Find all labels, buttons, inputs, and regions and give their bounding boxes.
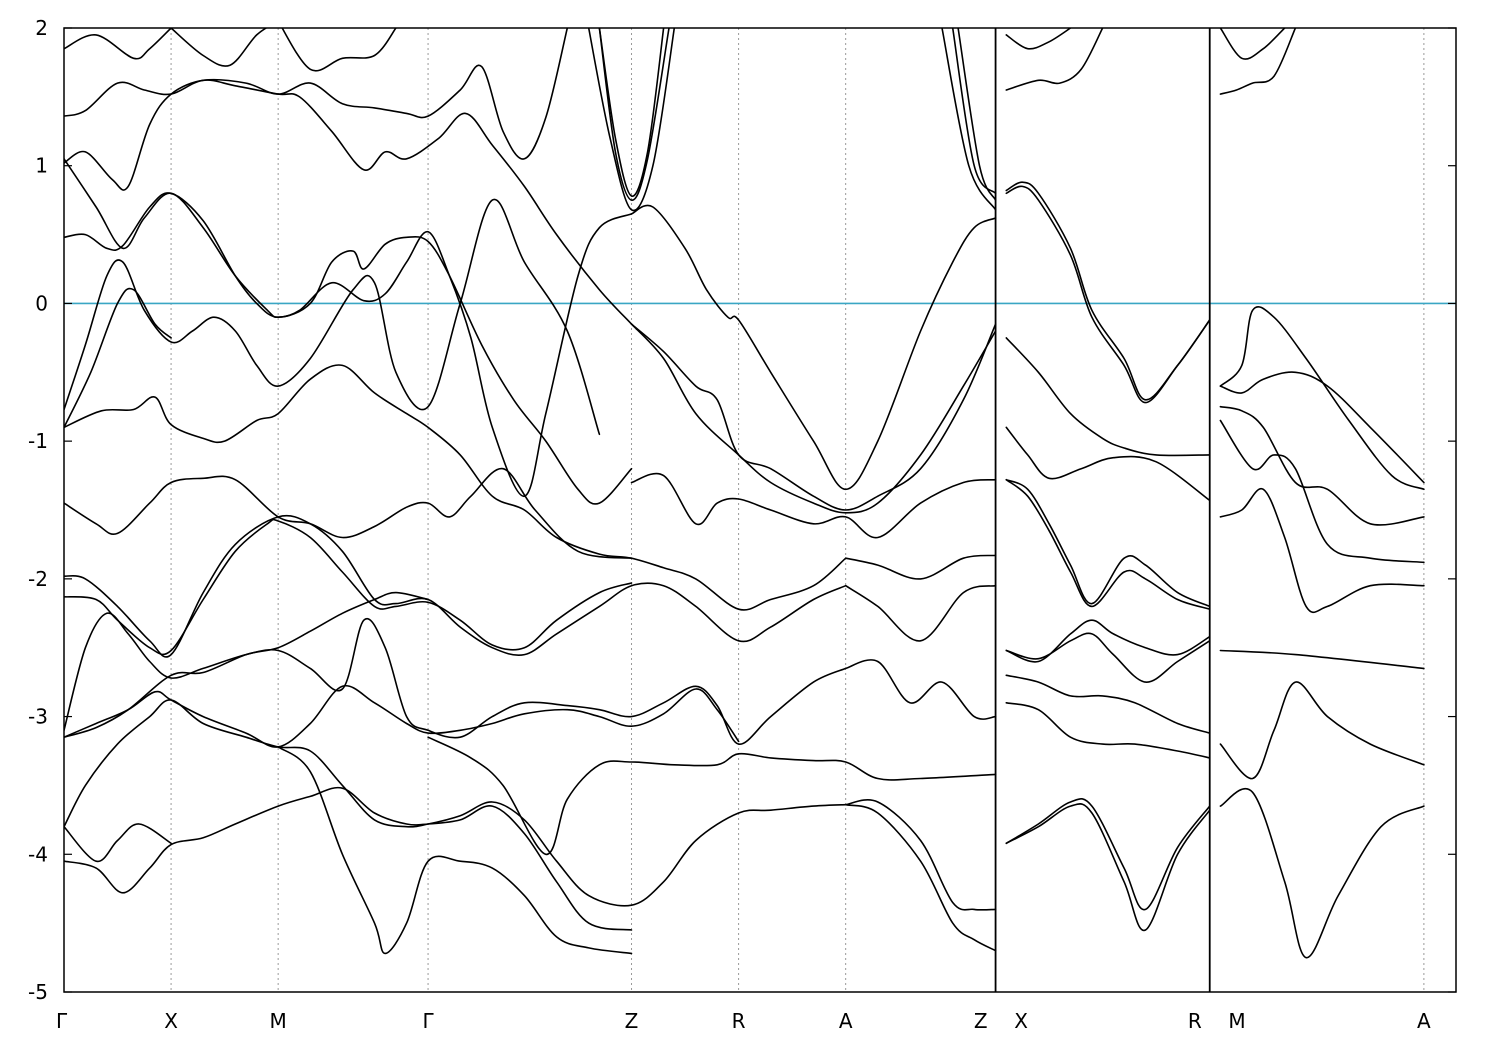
band-line [1005, 702, 1211, 759]
band-line [844, 659, 997, 720]
band-line [1005, 426, 1211, 502]
band-line [630, 472, 997, 539]
x-tick-label: M [1228, 1009, 1245, 1033]
band-line [1219, 419, 1425, 564]
band-line [277, 746, 633, 955]
band-line [64, 198, 601, 436]
band-line [630, 204, 997, 491]
y-tick-label: -4 [28, 842, 48, 866]
y-tick-label: -5 [28, 980, 48, 1004]
band-line [1005, 478, 1211, 610]
band-line [1005, 28, 1072, 50]
band-line [1219, 649, 1425, 670]
y-axis: 2 1 0 -1 -2 -3 -4 -5 [28, 16, 1456, 1004]
band-line [1005, 181, 1211, 401]
band-line [1219, 371, 1425, 484]
frame-layer [63, 27, 1457, 993]
y-tick-label: -1 [28, 429, 48, 453]
band-line [64, 684, 740, 748]
band-line [64, 192, 633, 505]
band-line [64, 591, 429, 738]
band-line [64, 467, 633, 559]
band-line [1219, 28, 1297, 95]
band-line [281, 28, 397, 72]
band-line [64, 786, 633, 931]
band-line [1005, 674, 1211, 734]
band-line [1005, 803, 1211, 932]
y-tick-label: 1 [35, 154, 48, 178]
band-line [64, 612, 847, 745]
band-line [427, 736, 997, 856]
band-line [1005, 337, 1211, 457]
band-line [844, 799, 997, 911]
bands-layer [64, 28, 1425, 959]
x-tick-label: X [1014, 1009, 1028, 1033]
band-line [64, 28, 569, 160]
band-line [1219, 405, 1425, 526]
band-line [64, 79, 633, 325]
band-line [630, 323, 997, 514]
band-line [1005, 798, 1211, 911]
band-line [64, 518, 633, 656]
x-tick-label: X [164, 1009, 178, 1033]
x-tick-label: Γ [56, 1009, 68, 1033]
band-line [844, 584, 997, 642]
x-tick-label: R [732, 1009, 746, 1033]
y-tick-label: -3 [28, 705, 48, 729]
band-line [598, 28, 665, 197]
band-line [64, 158, 633, 497]
x-tick-label: A [839, 1009, 853, 1033]
band-line [1005, 632, 1211, 683]
band-line [64, 287, 172, 429]
plot-frame [63, 27, 1457, 993]
band-line [844, 803, 997, 952]
grid-layer [170, 28, 1425, 992]
band-line [1005, 478, 1211, 608]
band-line [587, 28, 676, 212]
band-line [1219, 487, 1425, 614]
x-tick-label: R [1188, 1009, 1202, 1033]
band-line [1005, 619, 1211, 663]
band-line [1005, 28, 1104, 91]
band-line [598, 28, 670, 201]
x-tick-label: Z [625, 1009, 639, 1033]
y-tick-label: 2 [35, 16, 48, 40]
band-line [941, 28, 997, 211]
band-line [64, 28, 172, 60]
band-line [1219, 306, 1425, 491]
x-tick-label: Z [974, 1009, 988, 1033]
band-line [1219, 788, 1425, 959]
x-tick-label: M [270, 1009, 287, 1033]
band-line [844, 554, 997, 580]
band-line [951, 28, 997, 195]
y-tick-label: -2 [28, 567, 48, 591]
band-line [170, 28, 268, 67]
band-line [630, 323, 997, 511]
y-tick-label: 0 [35, 291, 48, 315]
band-line [1005, 185, 1211, 404]
band-line [64, 823, 172, 863]
x-tick-label: Γ [422, 1009, 434, 1033]
band-line [1219, 681, 1425, 780]
x-tick-label: A [1417, 1009, 1431, 1033]
band-line [64, 364, 847, 611]
band-line [1219, 28, 1286, 60]
band-line [957, 28, 997, 201]
